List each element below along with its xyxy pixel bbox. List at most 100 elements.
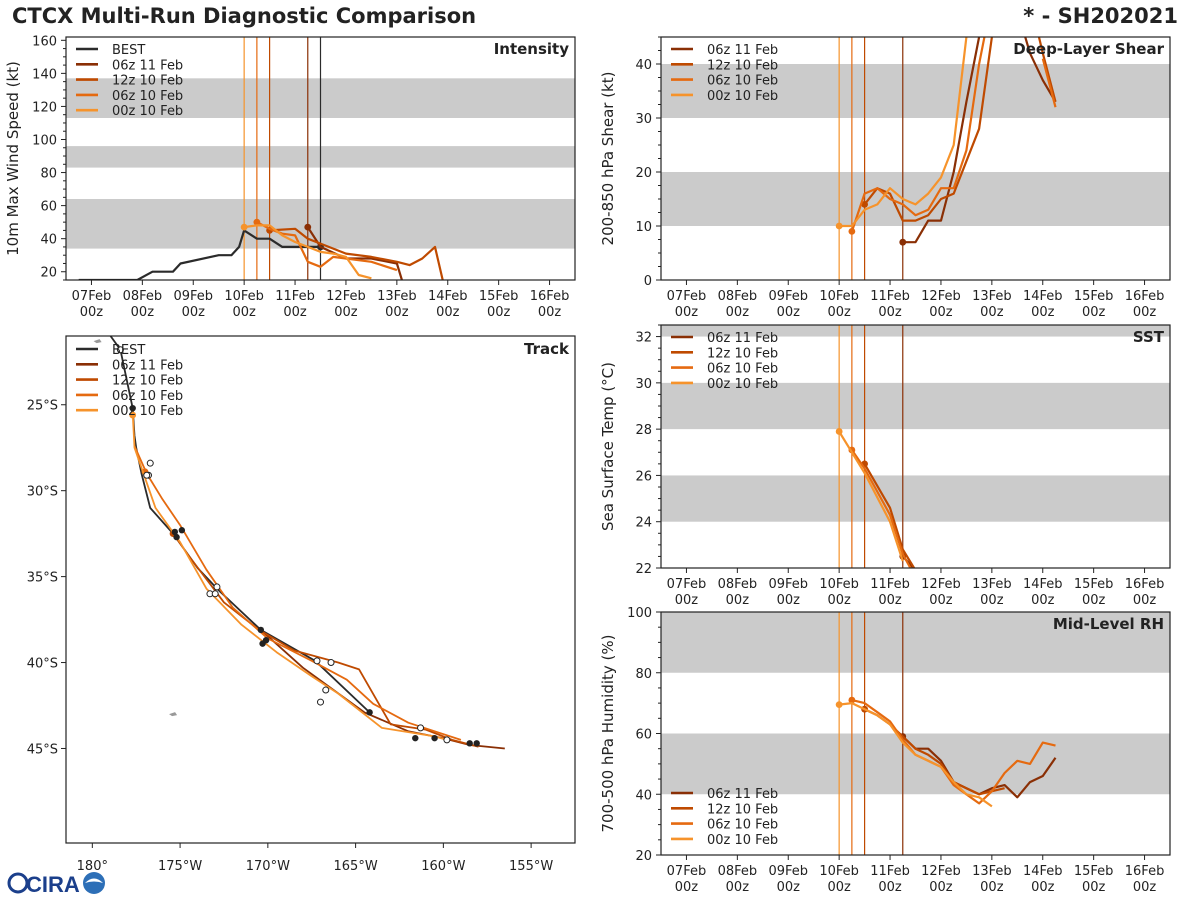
- intensity-panel: 2040608010012014016007Feb00z08Feb00z09Fe…: [4, 34, 576, 320]
- intensity-legend-label: 00z 10 Feb: [112, 104, 183, 119]
- sst-xtick-sub: 00z: [1133, 593, 1157, 608]
- intensity-xtick-sub: 00z: [283, 305, 307, 320]
- track-island: [169, 712, 178, 717]
- intensity-xtick-label: 07Feb: [72, 289, 112, 304]
- sst-xtick-label: 12Feb: [921, 577, 961, 592]
- intensity-ytick-label: 80: [40, 167, 57, 182]
- sst-ylabel: Sea Surface Temp (°C): [599, 362, 617, 531]
- rh-xtick-label: 14Feb: [1023, 864, 1063, 879]
- sst-series-2: [850, 449, 912, 568]
- intensity-series-0: [78, 229, 321, 280]
- cira-logo-ring: [7, 872, 29, 894]
- shear-legend-label: 12z 10 Feb: [707, 58, 778, 73]
- rh-xtick-label: 09Feb: [768, 864, 808, 879]
- track-xtick-label: 160°W: [421, 859, 465, 874]
- intensity-xtick-sub: 00z: [182, 305, 206, 320]
- cira-logo: CIRA: [7, 872, 105, 897]
- sst-band: [661, 382, 1170, 430]
- rh-xtick-sub: 00z: [726, 880, 750, 895]
- sst-xtick-label: 13Feb: [972, 577, 1012, 592]
- track-line-3: [133, 445, 462, 741]
- track-best-point: [171, 528, 179, 536]
- sst-panel: 22242628303207Feb00z08Feb00z09Feb00z10Fe…: [599, 324, 1171, 608]
- track-ytick-label: 40°S: [27, 657, 58, 672]
- track-best-open-point: [313, 657, 321, 665]
- shear-ytick-label: 30: [635, 112, 652, 127]
- track-legend-label: 06z 10 Feb: [112, 389, 183, 404]
- intensity-ytick-label: 20: [40, 266, 57, 281]
- track-xtick-label: 175°W: [158, 859, 202, 874]
- sst-xtick-label: 07Feb: [667, 577, 707, 592]
- rh-xtick-label: 13Feb: [972, 864, 1012, 879]
- rh-xtick-sub: 00z: [878, 880, 902, 895]
- shear-xtick-label: 07Feb: [667, 289, 707, 304]
- shear-xtick-sub: 00z: [878, 305, 902, 320]
- rh-series-2-marker: [848, 696, 856, 704]
- rh-xtick-sub: 00z: [827, 880, 851, 895]
- shear-xtick-label: 11Feb: [870, 289, 910, 304]
- sst-series-3: [838, 430, 904, 562]
- intensity-ytick-label: 120: [32, 100, 57, 115]
- rh-series-2: [851, 699, 1056, 805]
- sst-ytick-label: 32: [635, 331, 652, 346]
- sst-xtick-sub: 00z: [827, 593, 851, 608]
- shear-ytick-label: 10: [635, 220, 652, 235]
- shear-xtick-label: 10Feb: [819, 289, 859, 304]
- intensity-xtick-label: 09Feb: [173, 289, 213, 304]
- sst-xtick-label: 08Feb: [718, 577, 758, 592]
- sst-ytick-label: 22: [635, 562, 652, 577]
- intensity-title: Intensity: [494, 40, 570, 58]
- track-best-point: [178, 527, 186, 534]
- shear-ytick-label: 40: [635, 58, 652, 73]
- track-line-2: [172, 533, 479, 748]
- track-best-open-point: [443, 736, 451, 744]
- track-best-open-point: [417, 724, 425, 732]
- rh-series-3-marker: [835, 701, 843, 709]
- sst-xtick-sub: 00z: [1031, 593, 1055, 608]
- shear-xtick-sub: 00z: [980, 305, 1004, 320]
- shear-xtick-label: 14Feb: [1023, 289, 1063, 304]
- sst-frame: [660, 324, 1171, 569]
- shear-ylabel: 200-850 hPa Shear (kt): [599, 72, 617, 246]
- intensity-xtick-label: 16Feb: [530, 289, 570, 304]
- sst-series-1: [863, 463, 916, 568]
- sst-ytick-label: 26: [635, 469, 652, 484]
- intensity-series-3-marker: [253, 218, 261, 226]
- rh-xtick-sub: 00z: [1031, 880, 1055, 895]
- intensity-legend-label: BEST: [112, 43, 145, 58]
- sst-series-3-marker: [835, 428, 843, 435]
- sst-xtick-label: 11Feb: [870, 577, 910, 592]
- sst-ytick-label: 24: [635, 516, 652, 531]
- sst-series-group: [835, 428, 916, 568]
- rh-band: [661, 612, 1170, 673]
- rh-legend-label: 06z 10 Feb: [707, 818, 778, 833]
- rh-band: [661, 733, 1170, 795]
- track-best-open-point: [211, 590, 219, 598]
- shear-series-3-marker: [835, 222, 843, 230]
- sst-xtick-sub: 00z: [878, 593, 902, 608]
- rh-series-group: [835, 696, 1057, 808]
- shear-band: [661, 64, 1170, 118]
- rh-series-3: [838, 701, 993, 808]
- intensity-xtick-sub: 00z: [80, 305, 104, 320]
- rh-xtick-sub: 00z: [675, 880, 699, 895]
- cira-logo-text: CIRA: [26, 872, 80, 897]
- track-xtick-label: 155°W: [509, 859, 553, 874]
- cira-logo-globe: [83, 872, 105, 894]
- shear-xtick-sub: 00z: [827, 305, 851, 320]
- track-best-point: [412, 734, 419, 742]
- shear-xtick-label: 12Feb: [921, 289, 961, 304]
- track-best-point: [431, 734, 438, 742]
- sst-ytick-label: 30: [635, 377, 652, 392]
- rh-ylabel: 700-500 hPa Humidity (%): [599, 634, 617, 832]
- shear-xtick-sub: 00z: [1031, 305, 1055, 320]
- intensity-xtick-label: 10Feb: [224, 289, 264, 304]
- shear-legend-label: 00z 10 Feb: [707, 89, 778, 104]
- shear-title: Deep-Layer Shear: [1013, 40, 1164, 58]
- sst-band: [661, 325, 1170, 337]
- track-best-open-point: [146, 459, 154, 467]
- intensity-ytick-label: 40: [40, 233, 57, 248]
- shear-series-3: [839, 37, 968, 228]
- track-ytick-label: 30°S: [27, 485, 58, 500]
- intensity-xtick-label: 15Feb: [479, 289, 519, 304]
